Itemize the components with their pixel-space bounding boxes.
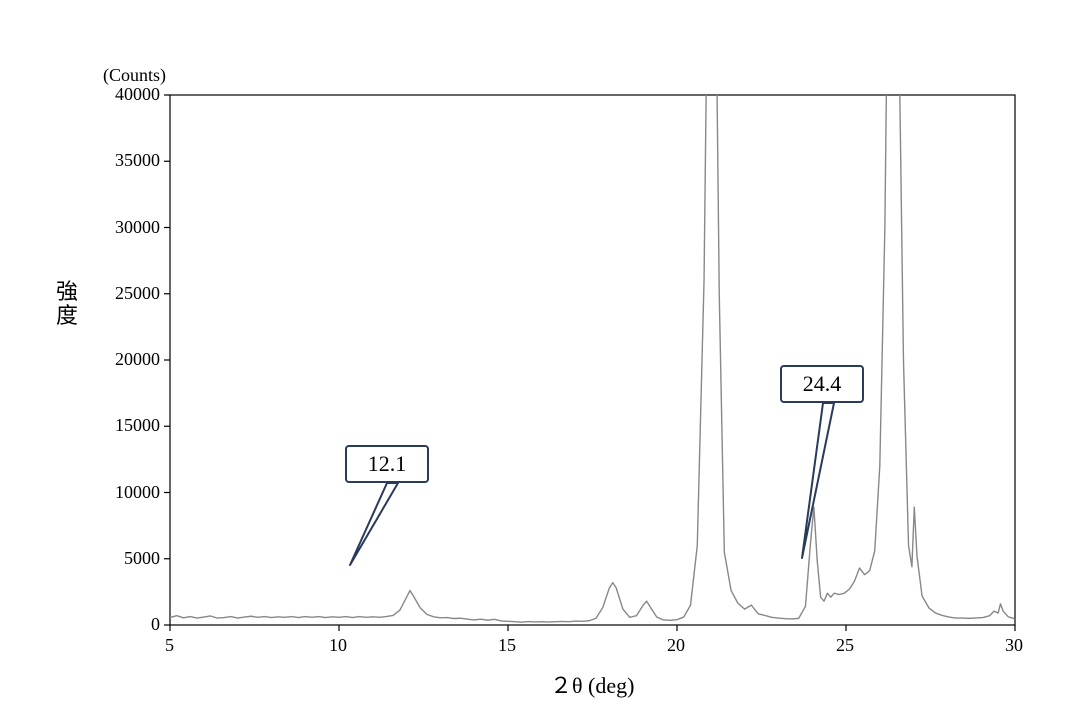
x-tick-label: 25: [836, 635, 854, 656]
callout-peak-12p1: 12.1: [345, 445, 429, 483]
y-tick-label: 40000: [115, 84, 160, 105]
y-tick-label: 20000: [115, 349, 160, 370]
y-tick-label: 15000: [115, 415, 160, 436]
x-tick-label: 10: [329, 635, 347, 656]
y-tick-label: 25000: [115, 283, 160, 304]
x-tick-label: 15: [498, 635, 516, 656]
callout-peak-24p4: 24.4: [780, 365, 864, 403]
x-tick-label: 5: [165, 635, 174, 656]
y-tick-label: 30000: [115, 217, 160, 238]
y-tick-label: 35000: [115, 150, 160, 171]
y-tick-label: 5000: [124, 548, 160, 569]
x-tick-label: 30: [1005, 635, 1023, 656]
x-tick-label: 20: [667, 635, 685, 656]
y-tick-label: 0: [151, 614, 160, 635]
xrd-chart: (Counts) 強 度 ２θ (deg) 12.1 24.4 51015202…: [0, 0, 1068, 712]
plot-svg: [0, 0, 1068, 712]
y-tick-label: 10000: [115, 482, 160, 503]
